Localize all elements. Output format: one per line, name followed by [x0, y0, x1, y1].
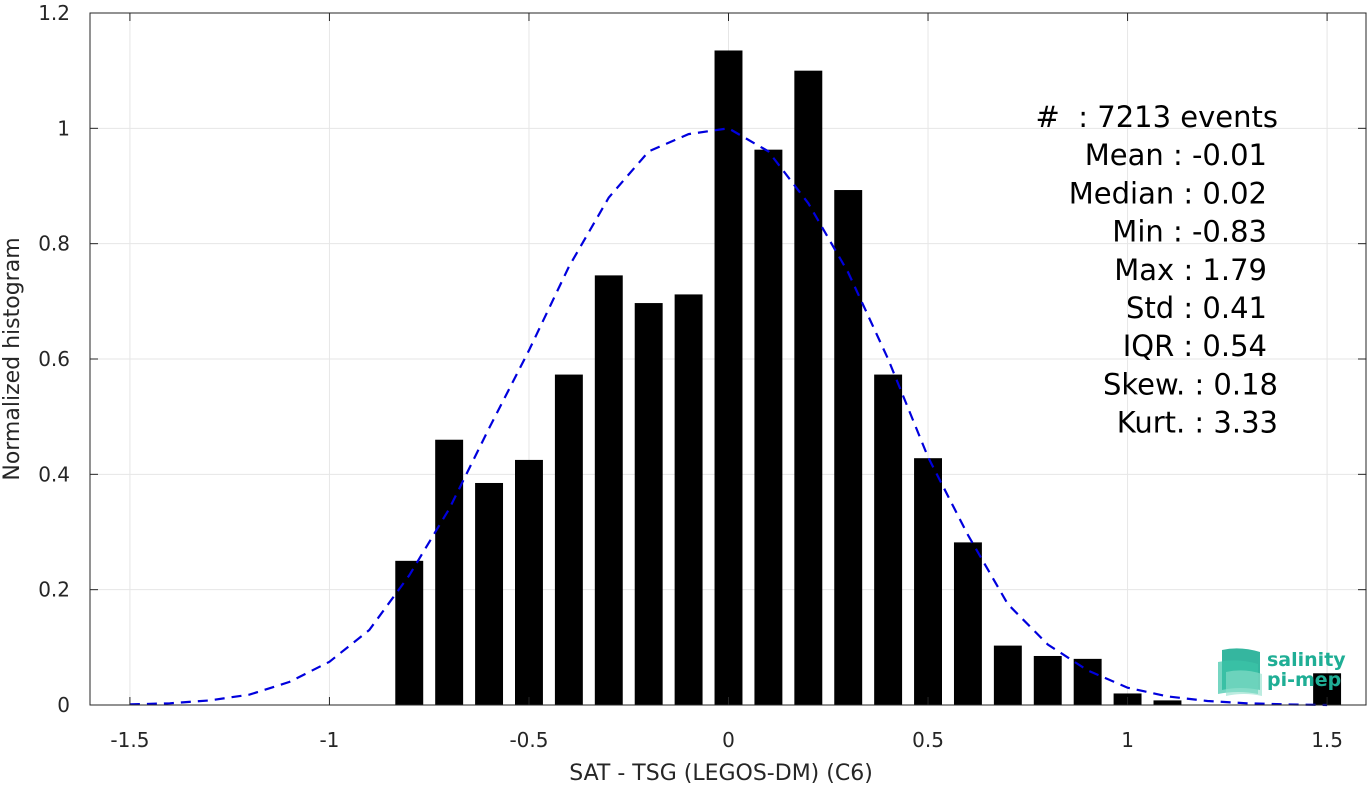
x-tick-label: 0.5 — [912, 728, 944, 752]
histogram-bar — [475, 482, 504, 705]
y-tick-label: 1 — [57, 116, 70, 140]
x-tick-label: -1.5 — [110, 728, 149, 752]
logo-text-salinity: salinity — [1267, 649, 1346, 671]
histogram-bar — [953, 542, 982, 705]
histogram-bar — [395, 560, 424, 705]
y-axis-label: Normalized histogram — [0, 237, 25, 480]
histogram-bar — [754, 149, 783, 706]
gaussian-fit-curve — [129, 127, 1328, 707]
y-tick-label: 1.2 — [38, 1, 70, 25]
histogram-bar — [1073, 658, 1102, 705]
x-axis-label: SAT - TSG (LEGOS-DM) (C6) — [569, 761, 873, 785]
logo-text-pi-mep: pi-mep — [1267, 669, 1341, 691]
x-tick-label: 0 — [722, 728, 735, 752]
stat-line: IQR : 0.54 — [1123, 329, 1267, 363]
stat-line: Kurt. : 3.33 — [1117, 406, 1278, 440]
axes-frame — [89, 12, 1367, 706]
histogram-bar — [794, 70, 823, 705]
stat-line: Std : 0.41 — [1126, 291, 1267, 325]
histogram-bar — [874, 374, 903, 705]
stat-line: # : 7213 events — [1036, 100, 1278, 134]
stat-line: Max : 1.79 — [1114, 253, 1267, 287]
stat-line: Median : 0.02 — [1069, 176, 1267, 210]
histogram-bar — [515, 459, 543, 705]
x-tick-label: 1 — [1121, 728, 1134, 752]
x-tick-label: 1.5 — [1311, 728, 1343, 752]
histogram-bar — [594, 275, 623, 705]
histogram-bar — [914, 458, 942, 705]
y-tick-label: 0.8 — [38, 232, 70, 256]
histogram-bar — [1033, 655, 1062, 705]
histogram-bar — [1153, 700, 1182, 705]
histogram-bar — [554, 374, 583, 705]
histogram-bar — [834, 190, 863, 705]
tick-labels: -1.5 -1 -0.5 0 0.5 1 1.5 0 0.2 0.4 0.6 0.8 1 1.2 — [38, 1, 1343, 752]
y-tick-label: 0.2 — [38, 578, 70, 602]
stat-line: Skew. : 0.18 — [1103, 367, 1278, 401]
y-tick-label: 0 — [57, 693, 70, 717]
histogram-bar — [993, 645, 1022, 705]
stat-line: Min : -0.83 — [1112, 215, 1267, 249]
statistics-box: # : 7213 events Mean : -0.01 Median : 0.02… — [1036, 100, 1278, 440]
histogram-bars — [395, 50, 1342, 706]
histogram-bar — [435, 439, 464, 705]
logo-waves-icon — [1218, 648, 1262, 696]
x-tick-label: -1 — [319, 728, 339, 752]
salinity-pi-mep-logo: salinity pi-mep — [1218, 648, 1346, 696]
y-tick-label: 0.4 — [38, 462, 70, 486]
histogram-bar — [714, 50, 743, 705]
fit-curve-line — [129, 127, 1328, 707]
histogram-bar — [634, 303, 663, 705]
stat-line: Mean : -0.01 — [1085, 138, 1267, 172]
histogram-bar — [674, 294, 703, 705]
y-tick-label: 0.6 — [38, 347, 70, 371]
x-tick-label: -0.5 — [509, 728, 548, 752]
